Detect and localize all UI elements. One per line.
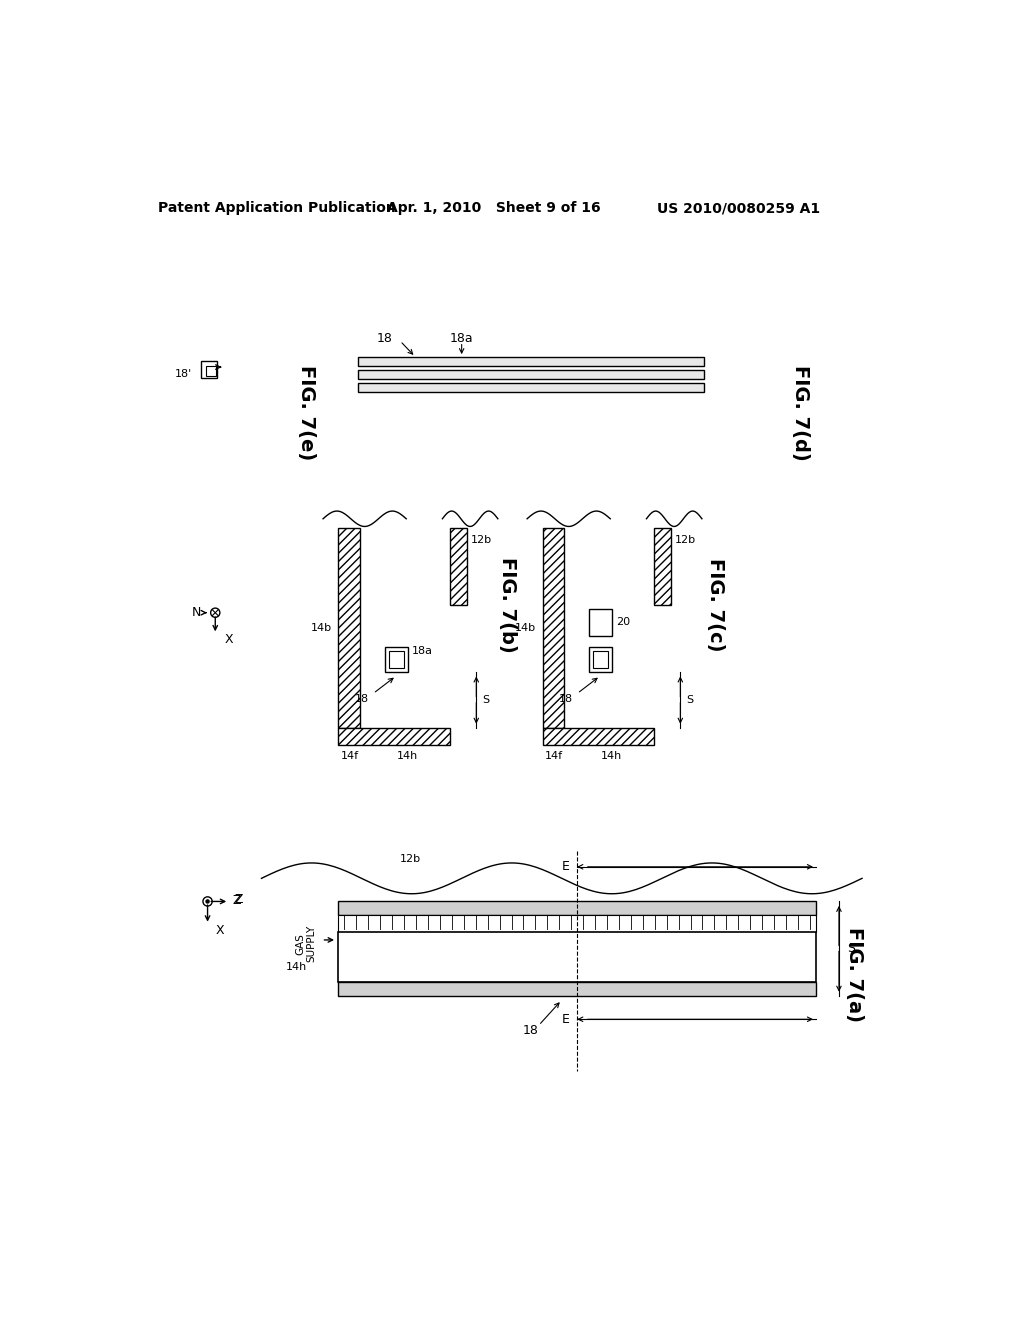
- Text: 12b: 12b: [400, 854, 421, 865]
- Text: 14b: 14b: [515, 623, 537, 634]
- Text: 14h: 14h: [286, 962, 307, 972]
- Bar: [654, 528, 671, 605]
- Text: 20: 20: [615, 616, 630, 627]
- Text: 14h: 14h: [397, 751, 419, 760]
- Text: 12b: 12b: [675, 535, 696, 545]
- Bar: [543, 729, 654, 744]
- Bar: [593, 651, 608, 668]
- Bar: [339, 729, 451, 744]
- Text: 14f: 14f: [545, 751, 563, 760]
- Bar: [339, 528, 360, 729]
- Bar: [357, 370, 705, 379]
- Text: 14f: 14f: [341, 751, 359, 760]
- Bar: [357, 358, 705, 367]
- Bar: [339, 915, 816, 932]
- Text: Z: Z: [232, 894, 241, 907]
- Text: 14h: 14h: [601, 751, 623, 760]
- Text: Patent Application Publication: Patent Application Publication: [158, 202, 395, 215]
- Text: FIG. 7(d): FIG. 7(d): [791, 364, 810, 461]
- Bar: [339, 932, 816, 982]
- Text: 14b: 14b: [311, 623, 333, 634]
- Bar: [202, 360, 217, 378]
- Bar: [589, 609, 611, 636]
- Bar: [339, 982, 816, 997]
- Bar: [385, 647, 408, 672]
- Text: SUPPLY: SUPPLY: [306, 925, 316, 962]
- Text: E: E: [561, 861, 569, 874]
- Bar: [357, 383, 705, 392]
- Text: 18: 18: [523, 1024, 539, 1038]
- Text: S: S: [847, 942, 855, 954]
- Bar: [206, 367, 216, 376]
- Text: X: X: [224, 634, 233, 647]
- Text: 18': 18': [175, 370, 193, 379]
- Bar: [388, 651, 403, 668]
- Bar: [589, 647, 611, 672]
- Text: N: N: [193, 606, 202, 619]
- Text: 12b: 12b: [471, 535, 492, 545]
- Bar: [543, 528, 564, 729]
- Text: 18: 18: [377, 333, 392, 345]
- Text: S: S: [686, 694, 693, 705]
- Bar: [451, 528, 467, 605]
- Text: 18: 18: [558, 694, 572, 704]
- Bar: [339, 902, 816, 915]
- Text: X: X: [215, 924, 224, 937]
- Text: S: S: [482, 694, 489, 705]
- Text: FIG. 7(c): FIG. 7(c): [707, 558, 725, 652]
- Text: FIG. 7(b): FIG. 7(b): [499, 557, 517, 653]
- Text: 18: 18: [354, 694, 369, 704]
- Text: FIG. 7(a): FIG. 7(a): [845, 927, 864, 1022]
- Text: Z: Z: [234, 894, 243, 907]
- Text: US 2010/0080259 A1: US 2010/0080259 A1: [657, 202, 820, 215]
- Circle shape: [206, 900, 209, 903]
- Text: 18a: 18a: [412, 647, 432, 656]
- Text: GAS: GAS: [295, 933, 305, 954]
- Text: 18a: 18a: [450, 333, 473, 345]
- Text: E: E: [561, 1012, 569, 1026]
- Text: Apr. 1, 2010   Sheet 9 of 16: Apr. 1, 2010 Sheet 9 of 16: [387, 202, 601, 215]
- Text: FIG. 7(e): FIG. 7(e): [297, 364, 315, 461]
